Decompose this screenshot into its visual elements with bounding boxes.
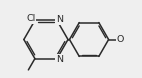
- Text: Cl: Cl: [26, 14, 35, 23]
- Text: O: O: [116, 35, 124, 44]
- Text: N: N: [56, 55, 63, 64]
- Text: N: N: [56, 15, 63, 24]
